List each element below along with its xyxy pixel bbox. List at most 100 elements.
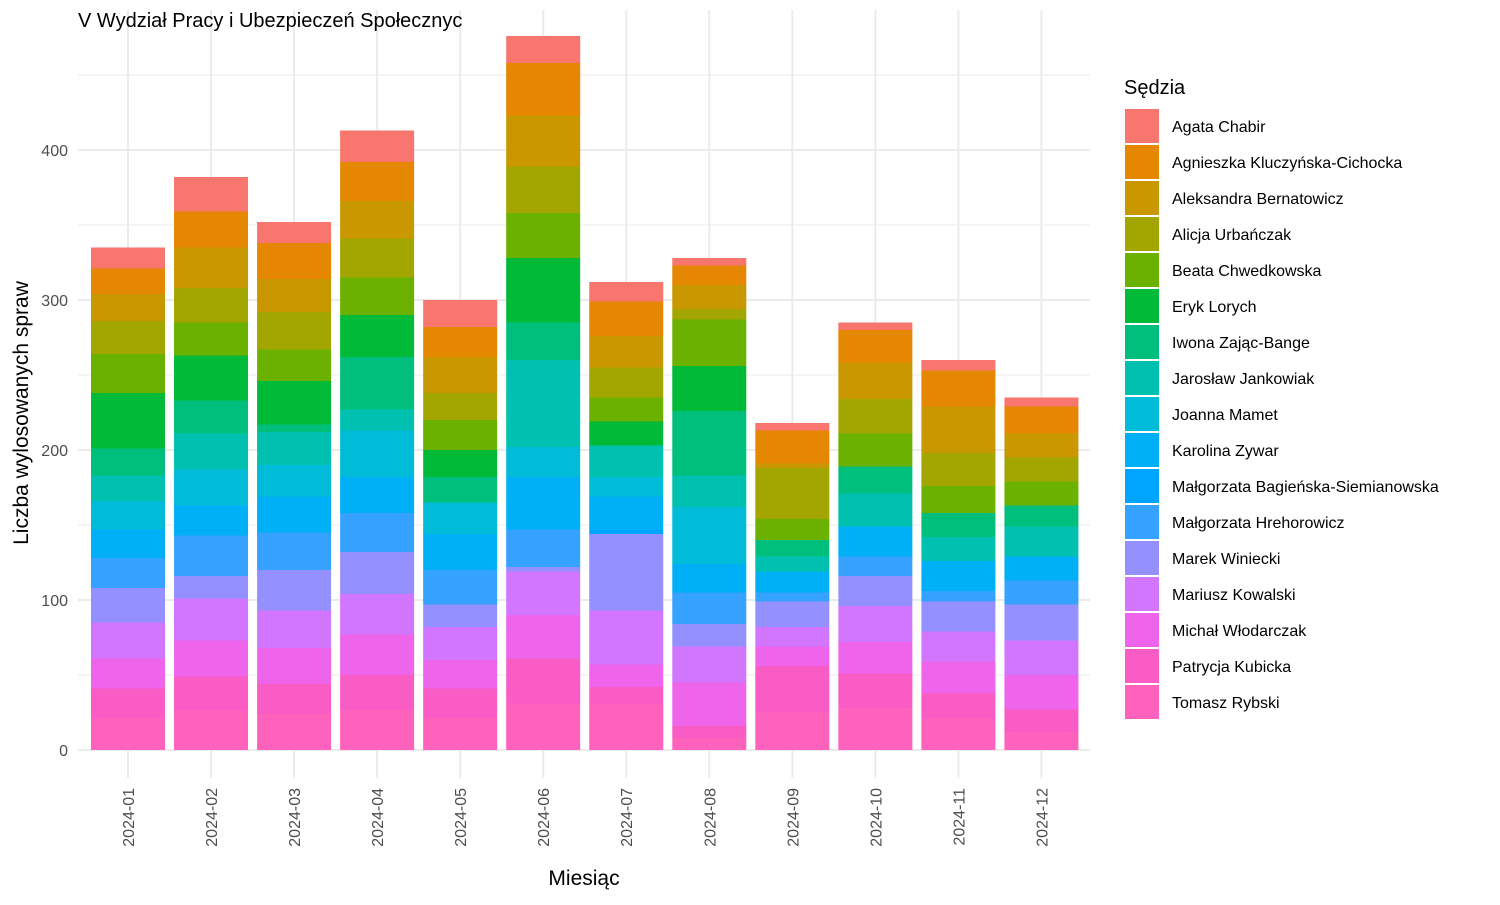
bar-segment xyxy=(91,658,165,689)
bar-segment xyxy=(838,556,913,576)
bar-segment xyxy=(1004,709,1079,732)
bar-segment xyxy=(755,423,830,431)
legend-swatch xyxy=(1125,253,1159,287)
bar-segment xyxy=(506,658,581,704)
bar-segment xyxy=(174,711,249,750)
bar-segment xyxy=(589,397,664,422)
bar-segment xyxy=(340,130,415,162)
chart-title: V Wydział Pracy i Ubezpieczeń Społecznyc xyxy=(78,10,462,32)
bar-segment xyxy=(257,465,332,497)
bar-segment xyxy=(423,393,498,420)
y-tick-label: 400 xyxy=(41,143,68,160)
bar-segment xyxy=(340,513,415,552)
bar-segment xyxy=(672,738,747,750)
bar-segment xyxy=(589,301,664,336)
x-tick-label: 2024-11 xyxy=(951,788,968,846)
bar-segment xyxy=(340,552,415,594)
bar-segment xyxy=(755,666,830,713)
bar-segment xyxy=(589,336,664,368)
legend-label: Marek Winiecki xyxy=(1172,551,1280,568)
legend-swatch xyxy=(1125,289,1159,323)
bar-segment xyxy=(755,540,830,557)
bar-segment xyxy=(506,63,581,116)
bar-segment xyxy=(838,399,913,434)
axes: 0 100 200 300 400 2024-01 2024-02 2024-03 2024-0… xyxy=(41,143,1051,847)
legend-label: Patrycja Kubicka xyxy=(1172,659,1291,676)
bar-segment xyxy=(91,688,165,719)
bar-segment xyxy=(174,576,249,599)
legend-label: Beata Chwedkowska xyxy=(1172,263,1322,280)
bar-segment xyxy=(672,507,747,564)
x-tick-label: 2024-07 xyxy=(619,788,636,847)
bar-segment xyxy=(672,285,747,309)
bar-segment xyxy=(506,36,581,63)
bar-segment xyxy=(174,288,249,323)
x-tick-label: 2024-06 xyxy=(536,788,553,847)
bar-segment xyxy=(257,532,332,570)
bar-segment xyxy=(672,258,747,266)
bar-segment xyxy=(340,357,415,410)
bar-segment xyxy=(921,406,996,453)
bar-segment xyxy=(340,238,415,278)
bar-segment xyxy=(174,433,249,470)
legend-label: Mariusz Kowalski xyxy=(1172,587,1296,604)
legend-label: Małgorzata Bagieńska-Siemianowska xyxy=(1172,479,1439,496)
bar-segment xyxy=(672,624,747,647)
x-tick-label: 2024-12 xyxy=(1034,788,1051,847)
bar-segment xyxy=(257,496,332,533)
legend-label: Tomasz Rybski xyxy=(1172,695,1280,712)
bar-segment xyxy=(174,400,249,434)
bar-segment xyxy=(755,646,830,666)
bar-segment xyxy=(672,564,747,593)
bar-segment xyxy=(506,703,581,750)
bar-segment xyxy=(423,604,498,627)
bar-segment xyxy=(257,714,332,750)
bar-segment xyxy=(423,300,498,327)
bar-segment xyxy=(257,570,332,611)
x-tick-label: 2024-03 xyxy=(287,788,304,847)
bar-segment xyxy=(91,268,165,294)
bar-segment xyxy=(91,529,165,558)
bar-segment xyxy=(257,312,332,350)
bar-segment xyxy=(1004,433,1079,458)
legend-swatch xyxy=(1125,541,1159,575)
bar-segment xyxy=(340,634,415,675)
bar-segment xyxy=(1004,481,1079,506)
bar-segment xyxy=(589,610,664,665)
legend-swatch xyxy=(1125,685,1159,719)
legend-swatch xyxy=(1125,577,1159,611)
bar-segment xyxy=(506,477,581,530)
legend-label: Jarosław Jankowiak xyxy=(1172,371,1315,388)
bar-segment xyxy=(506,529,581,567)
y-tick-label: 0 xyxy=(59,743,68,760)
bar-segment xyxy=(1004,675,1079,710)
bar-segment xyxy=(257,424,332,432)
bar-segment xyxy=(423,357,498,393)
bar-segment xyxy=(589,496,664,530)
bar-segment xyxy=(589,477,664,497)
bar-segment xyxy=(423,688,498,717)
bar-segment xyxy=(423,502,498,534)
bar-segment xyxy=(921,693,996,719)
legend-swatch xyxy=(1125,145,1159,179)
bar-segment xyxy=(91,393,165,449)
bar-segment xyxy=(257,279,332,312)
bar-segment xyxy=(340,162,415,201)
bar-segment xyxy=(921,601,996,632)
legend-swatch xyxy=(1125,217,1159,251)
bar-segment xyxy=(423,327,498,357)
bar-segment xyxy=(423,420,498,450)
bar-segment xyxy=(755,712,830,750)
bar-segment xyxy=(340,315,415,357)
bar-segment xyxy=(589,664,664,687)
bar-segment xyxy=(838,330,913,363)
bar-segment xyxy=(755,601,830,627)
y-tick-label: 200 xyxy=(41,443,68,460)
legend-swatch xyxy=(1125,181,1159,215)
bar-segment xyxy=(91,588,165,623)
bar-segment xyxy=(340,409,415,431)
bar-segment xyxy=(589,445,664,477)
y-tick-label: 300 xyxy=(41,293,68,310)
x-tick-label: 2024-05 xyxy=(453,788,470,847)
